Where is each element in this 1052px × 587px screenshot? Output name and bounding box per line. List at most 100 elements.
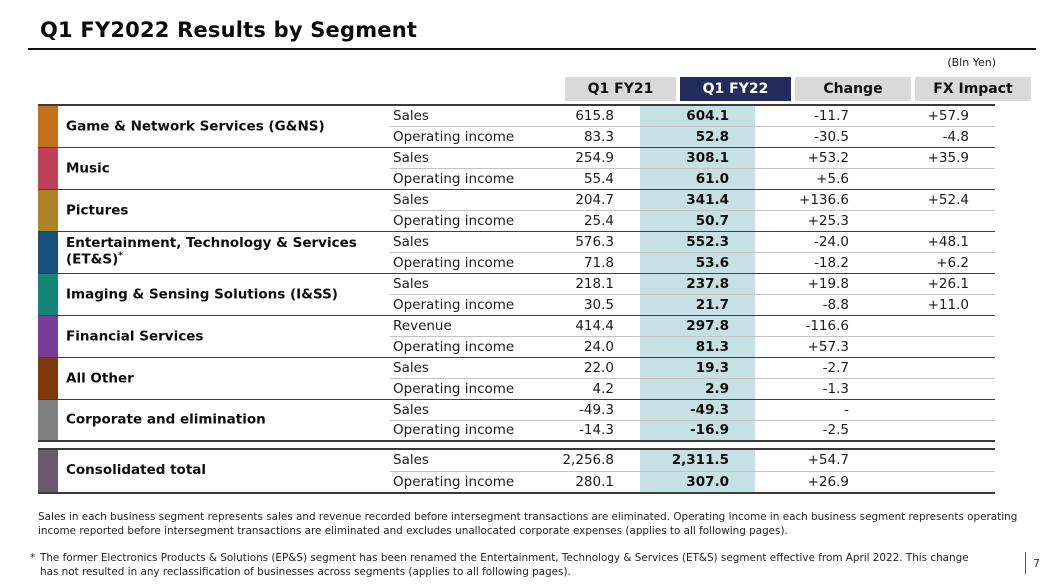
page-number-value: 7	[1033, 556, 1040, 570]
cell-fy21: 55.4	[525, 167, 640, 189]
metric-label: Sales	[393, 191, 429, 208]
metric-label: Operating income	[390, 167, 525, 189]
segment-group: Entertainment, Technology & Services (ET…	[38, 231, 995, 273]
table-row: Operating income 24.0 81.3 +57.3	[38, 335, 995, 357]
cell-fx-impact	[875, 315, 995, 336]
segment-table: Game & Network Services (G&NS) Sales 615…	[38, 104, 995, 442]
cell-fx-impact: +35.9	[927, 149, 969, 166]
segment-name-text: Imaging & Sensing Solutions (I&SS)	[66, 286, 338, 303]
cell-fy21: 204.7	[575, 191, 614, 208]
footnote-asterisk: * The former Electronics Products & Solu…	[30, 552, 970, 579]
metric-label: Sales	[393, 452, 429, 469]
segment-name: Music	[58, 147, 390, 189]
consolidated-total-table: Consolidated total Sales 2,256.8 2,311.5…	[38, 448, 995, 494]
cell-fy21: 30.5	[525, 293, 640, 315]
cell-fy21: 83.3	[525, 125, 640, 147]
metric-label: Operating income	[390, 125, 525, 147]
table-row: Music Sales 254.9 308.1 +53.2 +35.9	[38, 147, 995, 189]
cell-fx-impact: -4.8	[875, 125, 995, 147]
cell-change: -116.6	[805, 317, 849, 334]
metric-label: Operating income	[390, 293, 525, 315]
title-underline: Q1 FY2022 Results by Segment	[28, 14, 1036, 50]
table-row: Operating income 280.1 307.0 +26.9	[38, 470, 995, 493]
table-row: All Other Sales 22.0 19.3 -2.7	[38, 357, 995, 399]
cell-fy22: 308.1	[640, 147, 755, 168]
cell-fy21: 24.0	[525, 335, 640, 357]
segment-color-marker	[38, 399, 58, 441]
cell-fx-impact: +48.1	[927, 233, 969, 250]
metric-label: Operating income	[390, 335, 525, 357]
cell-fy21: 414.4	[575, 317, 614, 334]
cell-fx-impact	[875, 449, 995, 471]
cell-fy22: -16.9	[640, 419, 755, 441]
segment-name-text: Entertainment, Technology & Services (ET…	[66, 235, 357, 268]
segment-name: All Other	[58, 357, 390, 399]
cell-fy22: 61.0	[640, 167, 755, 189]
table-row: Operating income 30.5 21.7 -8.8 +11.0	[38, 293, 995, 315]
cell-fy22: 2.9	[640, 377, 755, 399]
segment-color-marker	[38, 273, 58, 315]
cell-fy21: 22.0	[583, 359, 614, 376]
table-row: Game & Network Services (G&NS) Sales 615…	[38, 105, 995, 147]
segment-name: Corporate and elimination	[58, 399, 390, 441]
cell-fx-impact	[875, 335, 995, 357]
metric-label: Operating income	[390, 251, 525, 273]
cell-change: +54.7	[807, 452, 849, 469]
cell-fy21: 218.1	[575, 275, 614, 292]
page-number-divider	[1025, 552, 1026, 574]
cell-change: -8.8	[755, 293, 875, 315]
cell-fx-impact	[875, 167, 995, 189]
cell-change: -18.2	[755, 251, 875, 273]
footnote-general: Sales in each business segment represent…	[38, 511, 1018, 537]
cell-change: +5.6	[755, 167, 875, 189]
cell-fy22: 552.3	[640, 231, 755, 252]
footnote-mark: *	[118, 251, 123, 262]
consolidated-total-group: Consolidated total Sales 2,256.8 2,311.5…	[38, 449, 995, 493]
table-row: Consolidated total Sales 2,256.8 2,311.5…	[38, 449, 995, 493]
column-header-change: Change	[795, 77, 911, 101]
segment-color-marker	[38, 105, 58, 147]
segment-name: Entertainment, Technology & Services (ET…	[58, 231, 390, 273]
cell-fy22: 341.4	[640, 189, 755, 210]
cell-change: -	[844, 401, 849, 418]
cell-fy22: 2,311.5	[640, 449, 755, 471]
segment-group: Imaging & Sensing Solutions (I&SS) Sales…	[38, 273, 995, 315]
cell-change: +57.3	[755, 335, 875, 357]
cell-fy22: 52.8	[640, 125, 755, 147]
footnote-asterisk-mark: *	[30, 552, 36, 564]
column-headers: Q1 FY21 Q1 FY22 Change FX Impact	[563, 77, 1033, 101]
page-title: Q1 FY2022 Results by Segment	[40, 18, 418, 42]
cell-fy21: 254.9	[575, 149, 614, 166]
cell-fy22: 297.8	[640, 315, 755, 336]
cell-fy22: 237.8	[640, 273, 755, 294]
cell-fy22: 53.6	[640, 251, 755, 273]
cell-fy22: 604.1	[640, 105, 755, 126]
cell-fx-impact	[875, 399, 995, 420]
footnote-asterisk-text: The former Electronics Products & Soluti…	[40, 552, 969, 578]
cell-change: +26.9	[755, 470, 875, 493]
metric-label: Operating income	[390, 419, 525, 441]
table-row: Operating income 4.2 2.9 -1.3	[38, 377, 995, 399]
cell-change: -30.5	[755, 125, 875, 147]
table-row: Operating income -14.3 -16.9 -2.5	[38, 419, 995, 441]
cell-fy21: 576.3	[575, 233, 614, 250]
cell-fx-impact: +57.9	[927, 107, 969, 124]
cell-fy22: 307.0	[640, 470, 755, 493]
metric-label: Sales	[393, 359, 429, 376]
segment-name-text: Game & Network Services (G&NS)	[66, 118, 325, 135]
segment-name: Imaging & Sensing Solutions (I&SS)	[58, 273, 390, 315]
segment-color-marker	[38, 449, 58, 493]
cell-fy21: -49.3	[579, 401, 614, 418]
segment-name: Financial Services	[58, 315, 390, 357]
unit-note: (Bln Yen)	[947, 56, 996, 69]
column-header-fy21: Q1 FY21	[565, 77, 676, 101]
cell-change: +136.6	[799, 191, 849, 208]
metric-label: Sales	[393, 401, 429, 418]
page-number: 7	[1025, 552, 1040, 574]
cell-fy21: 2,256.8	[562, 452, 614, 469]
table-row: Corporate and elimination Sales -49.3 -4…	[38, 399, 995, 441]
segment-name-text: Corporate and elimination	[66, 411, 266, 428]
cell-change: -11.7	[814, 107, 849, 124]
metric-label: Operating income	[390, 209, 525, 231]
segment-group: Game & Network Services (G&NS) Sales 615…	[38, 105, 995, 147]
